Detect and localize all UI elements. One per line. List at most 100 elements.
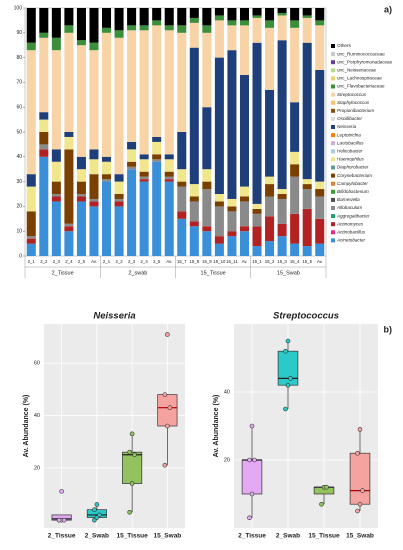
bar-segment <box>265 216 275 242</box>
bar-segment <box>152 136 162 142</box>
bar-segment <box>76 8 86 41</box>
bar-segment <box>114 198 124 202</box>
y-tick-label: 40 <box>34 413 40 419</box>
bar-segment <box>76 169 86 182</box>
bar-segment <box>139 159 149 172</box>
bar-segment <box>164 154 174 160</box>
bar-segment <box>227 50 237 199</box>
bar-segment <box>252 213 262 227</box>
legend-swatch <box>331 157 335 162</box>
bar-segment <box>189 8 199 18</box>
bar-segment <box>265 196 275 217</box>
legend-label: Propionibacterium <box>337 108 374 113</box>
legend-swatch <box>331 197 335 202</box>
bar-segment <box>64 132 74 137</box>
legend-swatch <box>331 84 335 89</box>
x-tick-label: 15_Tissue <box>308 533 340 540</box>
y-tick-label: 70 <box>16 80 22 86</box>
bar-segment <box>252 226 262 247</box>
legend-label: Lactobacillus <box>337 140 364 145</box>
bar-segment <box>89 159 99 175</box>
bar-segment <box>26 174 36 187</box>
bar-segment <box>139 25 149 31</box>
bar-segment <box>302 15 312 18</box>
bar-segment <box>189 184 199 197</box>
bar-segment <box>26 8 36 43</box>
data-point <box>56 517 62 523</box>
bar-segment <box>26 42 36 51</box>
bar-segment <box>177 132 187 170</box>
bar-segment <box>64 136 74 150</box>
legend-swatch <box>331 108 335 113</box>
data-point <box>285 382 291 388</box>
bar-segment <box>189 226 199 256</box>
bar-segment <box>39 149 49 157</box>
bar-segment <box>64 8 74 26</box>
legend-swatch <box>331 133 335 138</box>
x-tick-label: 2_1 <box>28 259 36 264</box>
data-point <box>249 423 255 429</box>
bar-segment <box>189 22 199 48</box>
data-point <box>92 507 97 512</box>
bar-segment <box>51 149 61 162</box>
legend-swatch <box>331 44 335 48</box>
bar-segment <box>290 213 300 244</box>
legend-swatch <box>331 60 335 65</box>
bar-segment <box>290 176 300 214</box>
bar-segment <box>127 169 137 256</box>
legend-swatch <box>331 125 335 129</box>
bar-segment <box>102 156 112 162</box>
bar-segment <box>189 17 199 23</box>
bar-segment <box>227 211 237 232</box>
legend-label: Corynebacterium <box>337 173 372 178</box>
data-point <box>127 510 132 515</box>
bar-segment <box>102 174 112 180</box>
bar-segment <box>76 181 86 194</box>
legend-swatch <box>331 92 335 97</box>
bar-segment <box>51 201 61 256</box>
box <box>122 451 143 484</box>
bar-segment <box>102 27 112 33</box>
data-point <box>360 488 365 493</box>
bar-segment <box>64 25 74 33</box>
legend-label: unc_Flavobacteriaceae <box>337 84 385 89</box>
group-label: 15_Swab <box>277 270 300 276</box>
bar-segment <box>89 174 99 199</box>
data-point <box>285 338 291 344</box>
bar-segment <box>290 164 300 177</box>
bar-segment <box>139 181 149 256</box>
data-point <box>127 449 132 455</box>
bar-segment <box>102 181 112 256</box>
bar-segment <box>152 8 162 21</box>
bar-segment <box>239 226 249 232</box>
bar-segment <box>315 8 325 21</box>
bar-segment <box>214 194 224 202</box>
legend-label: Others <box>337 43 351 48</box>
x-tick-label: 2_1 <box>103 259 111 264</box>
bar-segment <box>76 156 86 170</box>
data-point <box>132 452 137 458</box>
legend-label: Helicobacter <box>337 149 363 154</box>
bar-segment <box>227 25 237 51</box>
bar-segment <box>177 169 187 182</box>
panel-label: a) <box>384 4 392 14</box>
bar-segment <box>114 206 124 256</box>
box <box>241 459 263 495</box>
bar-segment <box>39 119 49 132</box>
data-point <box>167 405 173 410</box>
legend-label: Actinomyces <box>336 221 364 226</box>
bar-segment <box>290 20 300 28</box>
bar-segment <box>202 231 212 256</box>
bar-segment <box>177 25 187 33</box>
bar-segment <box>164 171 174 177</box>
legend-swatch <box>331 214 335 219</box>
y-tick-label: 90 <box>16 30 22 36</box>
bar-segment <box>227 236 237 256</box>
bar-segment <box>39 37 49 113</box>
x-tick-label: 2_2 <box>115 259 123 264</box>
bar-segment <box>189 221 199 227</box>
data-point <box>247 515 252 521</box>
bar-segment <box>214 15 224 21</box>
bar-segment <box>26 186 36 212</box>
bar-segment <box>64 223 74 227</box>
